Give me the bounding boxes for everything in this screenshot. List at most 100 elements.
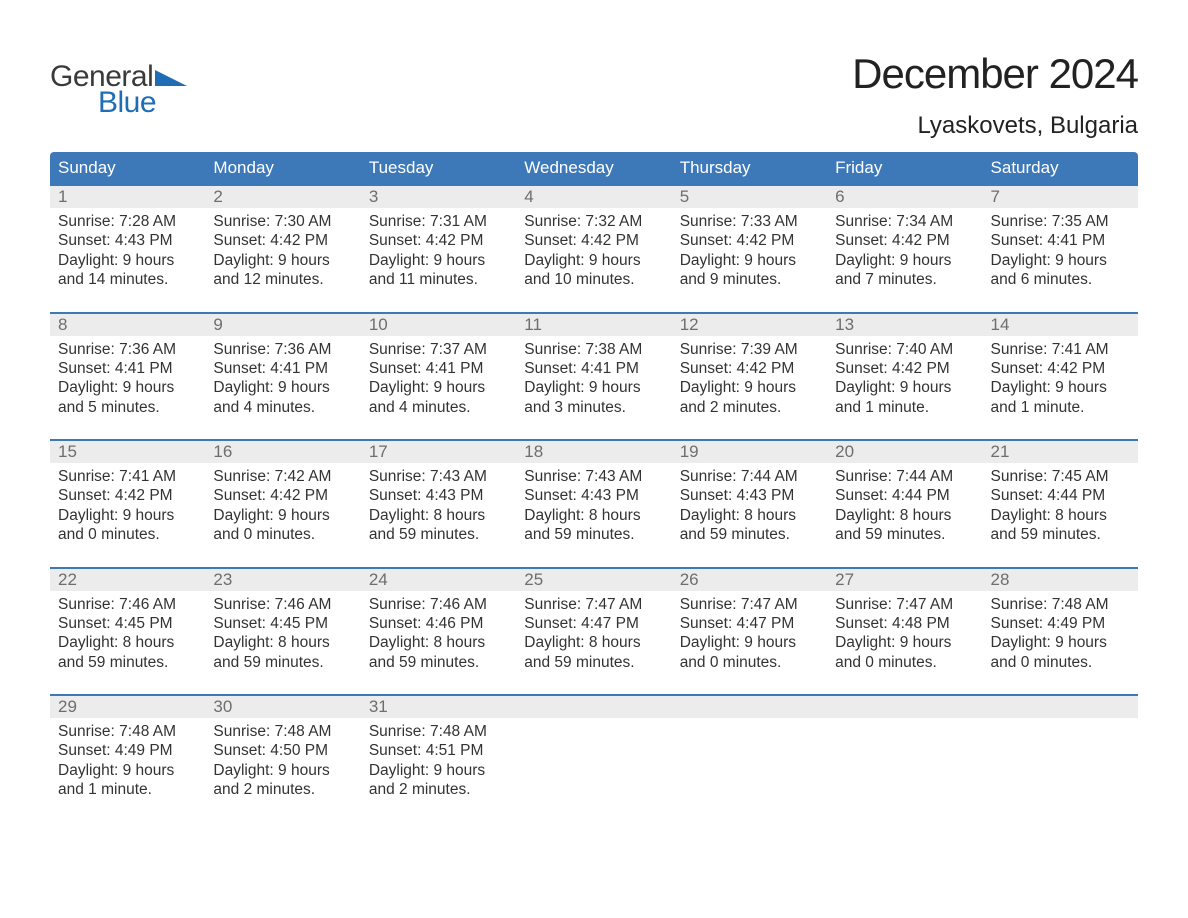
daylight-line-2: and 59 minutes. (524, 653, 663, 672)
week-row: 8Sunrise: 7:36 AMSunset: 4:41 PMDaylight… (50, 312, 1138, 424)
day-number: 20 (835, 442, 854, 461)
daynum-bar (672, 696, 827, 718)
day-number: 28 (991, 570, 1010, 589)
calendar-cell: 22Sunrise: 7:46 AMSunset: 4:45 PMDayligh… (50, 569, 205, 679)
sunrise-line: Sunrise: 7:46 AM (213, 595, 352, 614)
sunrise-line: Sunrise: 7:47 AM (680, 595, 819, 614)
sunset-line: Sunset: 4:49 PM (991, 614, 1130, 633)
daylight-line-2: and 59 minutes. (369, 653, 508, 672)
daylight-line-2: and 1 minute. (835, 398, 974, 417)
day-number: 27 (835, 570, 854, 589)
sunrise-line: Sunrise: 7:47 AM (835, 595, 974, 614)
sunrise-line: Sunrise: 7:36 AM (58, 340, 197, 359)
sunrise-line: Sunrise: 7:36 AM (213, 340, 352, 359)
sunrise-line: Sunrise: 7:44 AM (680, 467, 819, 486)
sunrise-line: Sunrise: 7:33 AM (680, 212, 819, 231)
day-number: 6 (835, 187, 844, 206)
sunrise-line: Sunrise: 7:43 AM (524, 467, 663, 486)
calendar-cell: 10 Sunrise: 7:37 AMSunset: 4:41 PMDayligh… (361, 314, 516, 424)
sunset-line: Sunset: 4:46 PM (369, 614, 508, 633)
daylight-line-1: Daylight: 9 hours (58, 506, 197, 525)
cell-body: Sunrise: 7:28 AMSunset: 4:43 PMDaylight:… (58, 212, 197, 290)
sunrise-line: Sunrise: 7:28 AM (58, 212, 197, 231)
day-number: 8 (58, 315, 67, 334)
sunrise-line: Sunrise: 7:44 AM (835, 467, 974, 486)
day-number: 22 (58, 570, 77, 589)
sunset-line: Sunset: 4:42 PM (680, 359, 819, 378)
location-subtitle: Lyaskovets, Bulgaria (852, 112, 1138, 140)
cell-body: Sunrise: 7:40 AMSunset: 4:42 PMDaylight:… (835, 340, 974, 418)
day-number: 25 (524, 570, 543, 589)
day-number (991, 697, 996, 716)
sunrise-line: Sunrise: 7:40 AM (835, 340, 974, 359)
day-number: 3 (369, 187, 378, 206)
cell-body: Sunrise: 7:48 AMSunset: 4:50 PMDaylight:… (213, 722, 352, 800)
sunset-line: Sunset: 4:42 PM (213, 486, 352, 505)
day-number: 26 (680, 570, 699, 589)
calendar-cell: 26Sunrise: 7:47 AMSunset: 4:47 PMDayligh… (672, 569, 827, 679)
sunset-line: Sunset: 4:42 PM (991, 359, 1130, 378)
daynum-bar (827, 696, 982, 718)
calendar-cell: 5Sunrise: 7:33 AMSunset: 4:42 PMDaylight… (672, 186, 827, 296)
calendar-cell: 6Sunrise: 7:34 AMSunset: 4:42 PMDaylight… (827, 186, 982, 296)
daylight-line-2: and 2 minutes. (213, 780, 352, 799)
sunset-line: Sunset: 4:49 PM (58, 741, 197, 760)
sunset-line: Sunset: 4:42 PM (524, 231, 663, 250)
daylight-line-1: Daylight: 9 hours (991, 633, 1130, 652)
page-header: General Blue December 2024 Lyaskovets, B… (50, 50, 1138, 140)
cell-body: Sunrise: 7:44 AMSunset: 4:44 PMDaylight:… (835, 467, 974, 545)
day-header-row: SundayMondayTuesdayWednesdayThursdayFrid… (50, 152, 1138, 184)
sunset-line: Sunset: 4:44 PM (991, 486, 1130, 505)
week-row: 22Sunrise: 7:46 AMSunset: 4:45 PMDayligh… (50, 567, 1138, 679)
day-number: 10 (369, 315, 388, 334)
day-number: 18 (524, 442, 543, 461)
daylight-line-1: Daylight: 8 hours (991, 506, 1130, 525)
sunset-line: Sunset: 4:42 PM (835, 359, 974, 378)
day-number: 29 (58, 697, 77, 716)
sunset-line: Sunset: 4:47 PM (524, 614, 663, 633)
calendar-cell (983, 696, 1138, 806)
calendar-cell: 1Sunrise: 7:28 AMSunset: 4:43 PMDaylight… (50, 186, 205, 296)
cell-body: Sunrise: 7:45 AMSunset: 4:44 PMDaylight:… (991, 467, 1130, 545)
cell-body: Sunrise: 7:37 AMSunset: 4:41 PMDaylight:… (369, 340, 508, 418)
day-number: 14 (991, 315, 1010, 334)
daylight-line-1: Daylight: 9 hours (58, 251, 197, 270)
calendar-cell: 18Sunrise: 7:43 AMSunset: 4:43 PMDayligh… (516, 441, 671, 551)
daynum-bar: 25 (516, 569, 671, 591)
sunset-line: Sunset: 4:42 PM (369, 231, 508, 250)
week-row: 1Sunrise: 7:28 AMSunset: 4:43 PMDaylight… (50, 184, 1138, 296)
sunset-line: Sunset: 4:41 PM (524, 359, 663, 378)
sunrise-line: Sunrise: 7:46 AM (369, 595, 508, 614)
cell-body: Sunrise: 7:48 AMSunset: 4:49 PMDaylight:… (991, 595, 1130, 673)
cell-body: Sunrise: 7:35 AMSunset: 4:41 PMDaylight:… (991, 212, 1130, 290)
calendar-cell: 8Sunrise: 7:36 AMSunset: 4:41 PMDaylight… (50, 314, 205, 424)
calendar-cell: 4Sunrise: 7:32 AMSunset: 4:42 PMDaylight… (516, 186, 671, 296)
daynum-bar: 16 (205, 441, 360, 463)
daynum-bar: 6 (827, 186, 982, 208)
day-number: 19 (680, 442, 699, 461)
daynum-bar: 2 (205, 186, 360, 208)
daylight-line-1: Daylight: 9 hours (369, 251, 508, 270)
day-number (835, 697, 840, 716)
daylight-line-1: Daylight: 9 hours (58, 378, 197, 397)
day-header: Monday (205, 152, 360, 184)
sunset-line: Sunset: 4:45 PM (213, 614, 352, 633)
cell-body: Sunrise: 7:31 AMSunset: 4:42 PMDaylight:… (369, 212, 508, 290)
daylight-line-1: Daylight: 9 hours (58, 761, 197, 780)
daynum-bar: 9 (205, 314, 360, 336)
daylight-line-1: Daylight: 9 hours (524, 378, 663, 397)
sunset-line: Sunset: 4:42 PM (680, 231, 819, 250)
sunrise-line: Sunrise: 7:48 AM (991, 595, 1130, 614)
day-header: Thursday (672, 152, 827, 184)
day-header: Tuesday (361, 152, 516, 184)
day-number: 30 (213, 697, 232, 716)
day-number: 24 (369, 570, 388, 589)
week-row: 29Sunrise: 7:48 AMSunset: 4:49 PMDayligh… (50, 694, 1138, 806)
day-number: 13 (835, 315, 854, 334)
calendar-cell: 2Sunrise: 7:30 AMSunset: 4:42 PMDaylight… (205, 186, 360, 296)
calendar-cell: 31Sunrise: 7:48 AMSunset: 4:51 PMDayligh… (361, 696, 516, 806)
cell-body: Sunrise: 7:32 AMSunset: 4:42 PMDaylight:… (524, 212, 663, 290)
sunset-line: Sunset: 4:43 PM (524, 486, 663, 505)
calendar-cell: 28 Sunrise: 7:48 AMSunset: 4:49 PMDayligh… (983, 569, 1138, 679)
sunrise-line: Sunrise: 7:41 AM (58, 467, 197, 486)
